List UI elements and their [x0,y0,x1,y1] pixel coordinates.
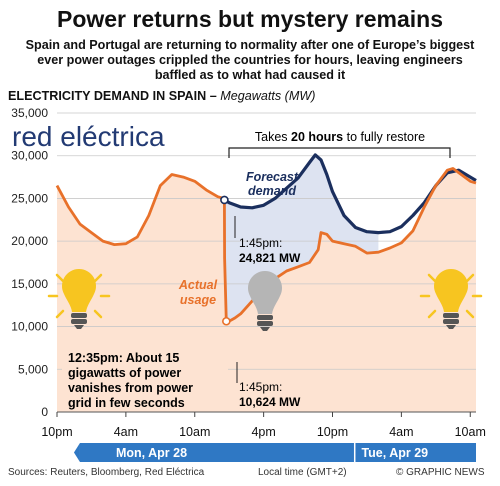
peak-value: 24,821 MW [239,251,301,265]
lightbulb-on-left-icon [47,269,111,329]
y-tick-label: 15,000 [11,277,48,291]
y-tick-label: 30,000 [11,149,48,163]
page-title: Power returns but mystery remains [56,6,444,32]
low-time: 1:45pm: [239,380,282,394]
credit: © GRAPHIC NEWS [396,467,485,478]
x-tick-label: 10pm [41,425,72,439]
date-band [355,443,476,462]
restore-bracket: Takes 20 hours to fully restore [228,129,451,158]
outage-note: 12:35pm: About 15 gigawatts of power van… [68,351,197,410]
date-band-label: Mon, Apr 28 [116,446,187,460]
timezone-note: Local time (GMT+2) [258,467,347,478]
date-band [79,443,354,462]
x-tick-label: 4am [389,425,413,439]
chart-heading-unit: Megawatts (MW) [220,89,316,103]
annotation-low: 1:45pm: 10,624 MW [222,316,301,409]
date-band-label: Tue, Apr 29 [361,446,428,460]
actual-label: Actual usage [178,278,218,307]
lightbulb-off-icon [248,271,282,331]
y-axis: 0 5,000 10,000 15,000 20,000 25,000 30,000 35,0… [11,106,48,419]
annotation-outage: 12:35pm: About 15 gigawatts of power van… [62,347,228,411]
y-tick-label: 35,000 [11,106,48,120]
x-tick-label: 4am [114,425,138,439]
x-tick-label: 10am [455,425,486,439]
y-tick-label: 5,000 [18,362,48,376]
y-tick-label: 10,000 [11,320,48,334]
low-point [222,316,231,326]
page-subtitle: Spain and Portugal are returning to norm… [25,38,475,82]
y-tick-label: 0 [41,405,48,419]
red-electrica-logo: red eléctrica [12,121,165,152]
restore-label: Takes 20 hours to fully restore [255,130,425,144]
lightbulb-on-right-icon [419,269,483,329]
y-tick-label: 20,000 [11,234,48,248]
x-tick-label: 10am [179,425,210,439]
annotation-peak: 1:45pm: 24,821 MW [220,195,301,265]
low-value: 10,624 MW [239,395,301,409]
date-band-arrow [73,443,80,462]
peak-point [220,195,229,205]
x-tick-label: 10pm [317,425,348,439]
x-axis: 10pm 4am 10am 4pm 10pm 4am 10am [41,411,486,439]
y-tick-label: 25,000 [11,191,48,205]
chart-heading-title: ELECTRICITY DEMAND IN SPAIN – [8,89,217,103]
forecast-label: Forecast demand [246,170,299,198]
chart-heading: ELECTRICITY DEMAND IN SPAIN – Megawatts … [8,88,315,104]
sources: Sources: Reuters, Bloomberg, Red Eléctri… [8,467,205,478]
peak-time: 1:45pm: [239,236,282,250]
x-tick-label: 4pm [251,425,275,439]
date-bands: Mon, Apr 28 Tue, Apr 29 [73,443,476,462]
